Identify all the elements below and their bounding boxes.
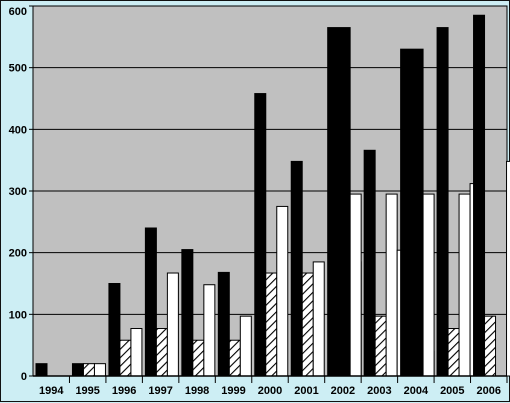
bar-1995-s1 — [71, 363, 84, 377]
bar-2003-s2 — [374, 315, 387, 377]
bar-1998-s1 — [181, 249, 194, 377]
bar-2000-s2 — [265, 272, 278, 377]
y-tick-label: 400 — [9, 124, 27, 136]
bar-2004-s4 — [422, 193, 435, 377]
y-tick-label: 300 — [9, 186, 27, 198]
bar-2003-s3 — [385, 193, 398, 377]
bar-2006-s4 — [506, 160, 510, 377]
bar-2002-s1 — [327, 27, 351, 377]
x-tick-label: 1995 — [75, 385, 99, 397]
bar-1994-s1 — [35, 363, 48, 377]
bar-1998-s3 — [203, 284, 216, 377]
x-tick-label: 2004 — [404, 385, 429, 397]
x-tick-label: 2000 — [258, 385, 282, 397]
bar-2003-s1 — [363, 149, 376, 377]
bar-2005-s1 — [436, 27, 449, 377]
x-tick-label: 1998 — [185, 385, 209, 397]
y-tick-label: 100 — [9, 309, 27, 321]
x-tick-label: 2006 — [477, 385, 501, 397]
bar-1998-s2 — [192, 339, 205, 377]
x-axis: 1994 1995 1996 1997 1998 1999 2000 2001 2002 2003… — [33, 375, 508, 397]
bar-2005-s2 — [447, 328, 460, 377]
bar-1997-s3 — [166, 272, 179, 377]
x-tick-label: 1996 — [112, 385, 136, 397]
bar-1999-s2 — [228, 339, 241, 377]
bar-2000-s1 — [254, 93, 267, 377]
bar-1997-s2 — [155, 328, 168, 377]
bar-1996-s1 — [108, 283, 121, 377]
bar-1995-s3 — [93, 363, 106, 377]
x-tick-label: 2003 — [367, 385, 391, 397]
bar-2006-s1 — [473, 14, 486, 377]
y-tick-label: 600 — [9, 6, 27, 18]
x-tick-label: 2002 — [331, 385, 355, 397]
bar-2004-s1 — [400, 48, 424, 377]
bar-2005-s3 — [458, 193, 471, 377]
x-tick-label: 1994 — [39, 385, 64, 397]
bar-1999-s1 — [217, 271, 230, 377]
bar-2002-s4 — [349, 193, 362, 377]
y-axis: 0 100 200 300 400 500 600 — [9, 5, 33, 383]
bars — [35, 14, 510, 377]
bar-2001-s3 — [312, 261, 325, 377]
bar-2001-s1 — [290, 160, 303, 377]
x-tick-label: 2005 — [440, 385, 464, 397]
bar-1997-s1 — [144, 227, 157, 377]
bar-2001-s2 — [301, 272, 314, 377]
bar-1996-s2 — [119, 339, 132, 377]
bar-2000-s3 — [276, 205, 289, 377]
x-tick-label: 1997 — [148, 385, 172, 397]
y-tick-label: 500 — [9, 63, 27, 75]
bar-2006-s2 — [484, 315, 497, 377]
y-tick-label: 0 — [21, 371, 27, 383]
bar-1996-s3 — [130, 328, 143, 377]
x-tick-label: 1999 — [221, 385, 245, 397]
bar-1995-s2 — [82, 363, 95, 377]
x-tick-label: 2001 — [294, 385, 318, 397]
bar-1999-s3 — [239, 315, 252, 377]
y-tick-label: 200 — [9, 248, 27, 260]
